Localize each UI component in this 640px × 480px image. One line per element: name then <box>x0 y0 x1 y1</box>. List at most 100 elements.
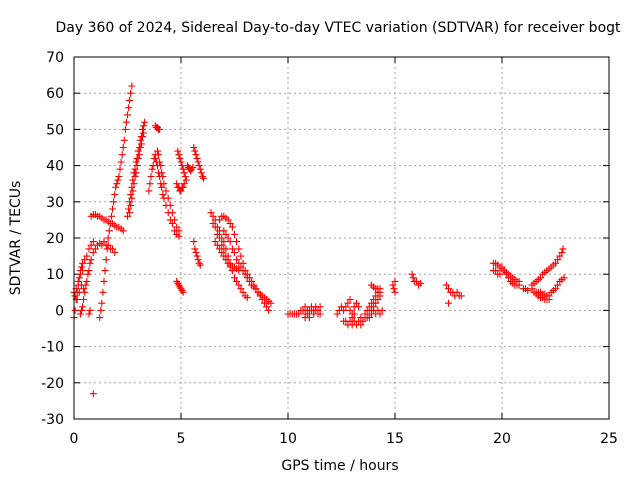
data-point <box>180 180 188 188</box>
data-point <box>140 129 148 137</box>
data-point <box>224 216 232 224</box>
data-point <box>365 314 373 322</box>
y-tick-label: 70 <box>46 50 64 66</box>
data-point <box>355 303 363 311</box>
data-point <box>108 212 115 220</box>
data-point <box>181 173 189 180</box>
y-tick-label: -30 <box>41 412 64 428</box>
data-point <box>111 191 119 199</box>
data-point <box>139 133 146 141</box>
data-point <box>216 216 223 224</box>
data-point <box>179 183 187 191</box>
series-arc-r <box>183 162 197 175</box>
data-point <box>200 174 207 182</box>
series-arc-i <box>126 129 148 217</box>
data-point <box>157 162 165 170</box>
data-point <box>100 277 108 285</box>
data-point <box>524 287 532 294</box>
data-point <box>135 151 143 159</box>
series-arc-ae <box>361 288 384 318</box>
data-point <box>190 144 198 151</box>
data-point <box>129 176 137 184</box>
data-point <box>197 169 205 177</box>
data-point <box>86 306 94 314</box>
data-point <box>128 194 136 202</box>
data-point <box>560 274 568 282</box>
data-point <box>342 303 350 311</box>
data-point <box>357 321 365 329</box>
data-point <box>129 187 137 195</box>
data-point <box>154 147 161 155</box>
y-tick-label: -20 <box>41 376 64 392</box>
data-point <box>74 277 82 285</box>
data-point <box>159 191 167 199</box>
data-point <box>496 270 504 278</box>
data-point <box>556 252 564 260</box>
data-point <box>504 274 512 282</box>
data-point <box>179 288 187 296</box>
data-point <box>104 234 112 242</box>
data-point <box>179 165 187 173</box>
series-arc-an <box>528 245 567 289</box>
data-point <box>235 281 243 289</box>
data-point <box>344 299 352 307</box>
data-point <box>89 390 97 398</box>
data-point <box>243 294 251 302</box>
data-point <box>233 238 241 246</box>
series-arc-t <box>190 238 204 269</box>
data-point <box>111 249 119 256</box>
series-arc-ah <box>389 277 399 296</box>
data-point <box>82 281 90 289</box>
data-point <box>80 285 88 293</box>
data-point <box>79 267 87 275</box>
data-point <box>116 165 124 173</box>
data-point <box>237 263 245 271</box>
data-point <box>158 169 166 177</box>
data-point <box>220 227 228 235</box>
data-point <box>85 245 93 253</box>
data-points <box>70 82 568 398</box>
data-point <box>537 274 544 282</box>
data-point <box>498 263 506 271</box>
data-point <box>545 292 553 300</box>
data-point <box>84 270 92 278</box>
data-point <box>89 238 97 246</box>
data-point <box>112 183 120 191</box>
data-point <box>361 310 369 318</box>
data-point <box>445 285 452 293</box>
data-point <box>134 154 142 162</box>
data-point <box>85 267 93 275</box>
data-point <box>558 249 566 256</box>
data-point <box>171 216 179 224</box>
data-point <box>159 173 167 180</box>
data-point <box>267 299 275 307</box>
data-point <box>209 220 217 227</box>
data-point <box>71 306 79 314</box>
data-point <box>125 205 133 213</box>
data-point <box>191 147 199 155</box>
data-point <box>559 245 567 253</box>
data-point <box>166 201 174 209</box>
data-point <box>134 147 142 155</box>
data-point <box>237 252 245 260</box>
data-point <box>198 173 206 180</box>
data-point <box>350 310 358 318</box>
chart-title: Day 360 of 2024, Sidereal Day-to-day VTE… <box>55 20 621 36</box>
data-point <box>216 234 223 242</box>
data-point <box>180 169 188 177</box>
data-point <box>162 187 170 195</box>
data-point <box>301 303 309 311</box>
series-arc-ai <box>408 270 425 289</box>
data-point <box>140 122 148 130</box>
data-point <box>113 180 121 188</box>
data-point <box>160 180 168 188</box>
data-point <box>346 296 354 303</box>
data-point <box>265 306 273 314</box>
data-point <box>119 144 127 151</box>
data-point <box>89 249 97 256</box>
data-point <box>173 180 181 188</box>
x-tick-labels: 0 5 10 15 20 25 <box>70 431 618 447</box>
series-arc-n <box>154 147 183 235</box>
data-point <box>222 230 230 238</box>
data-point <box>127 201 135 209</box>
